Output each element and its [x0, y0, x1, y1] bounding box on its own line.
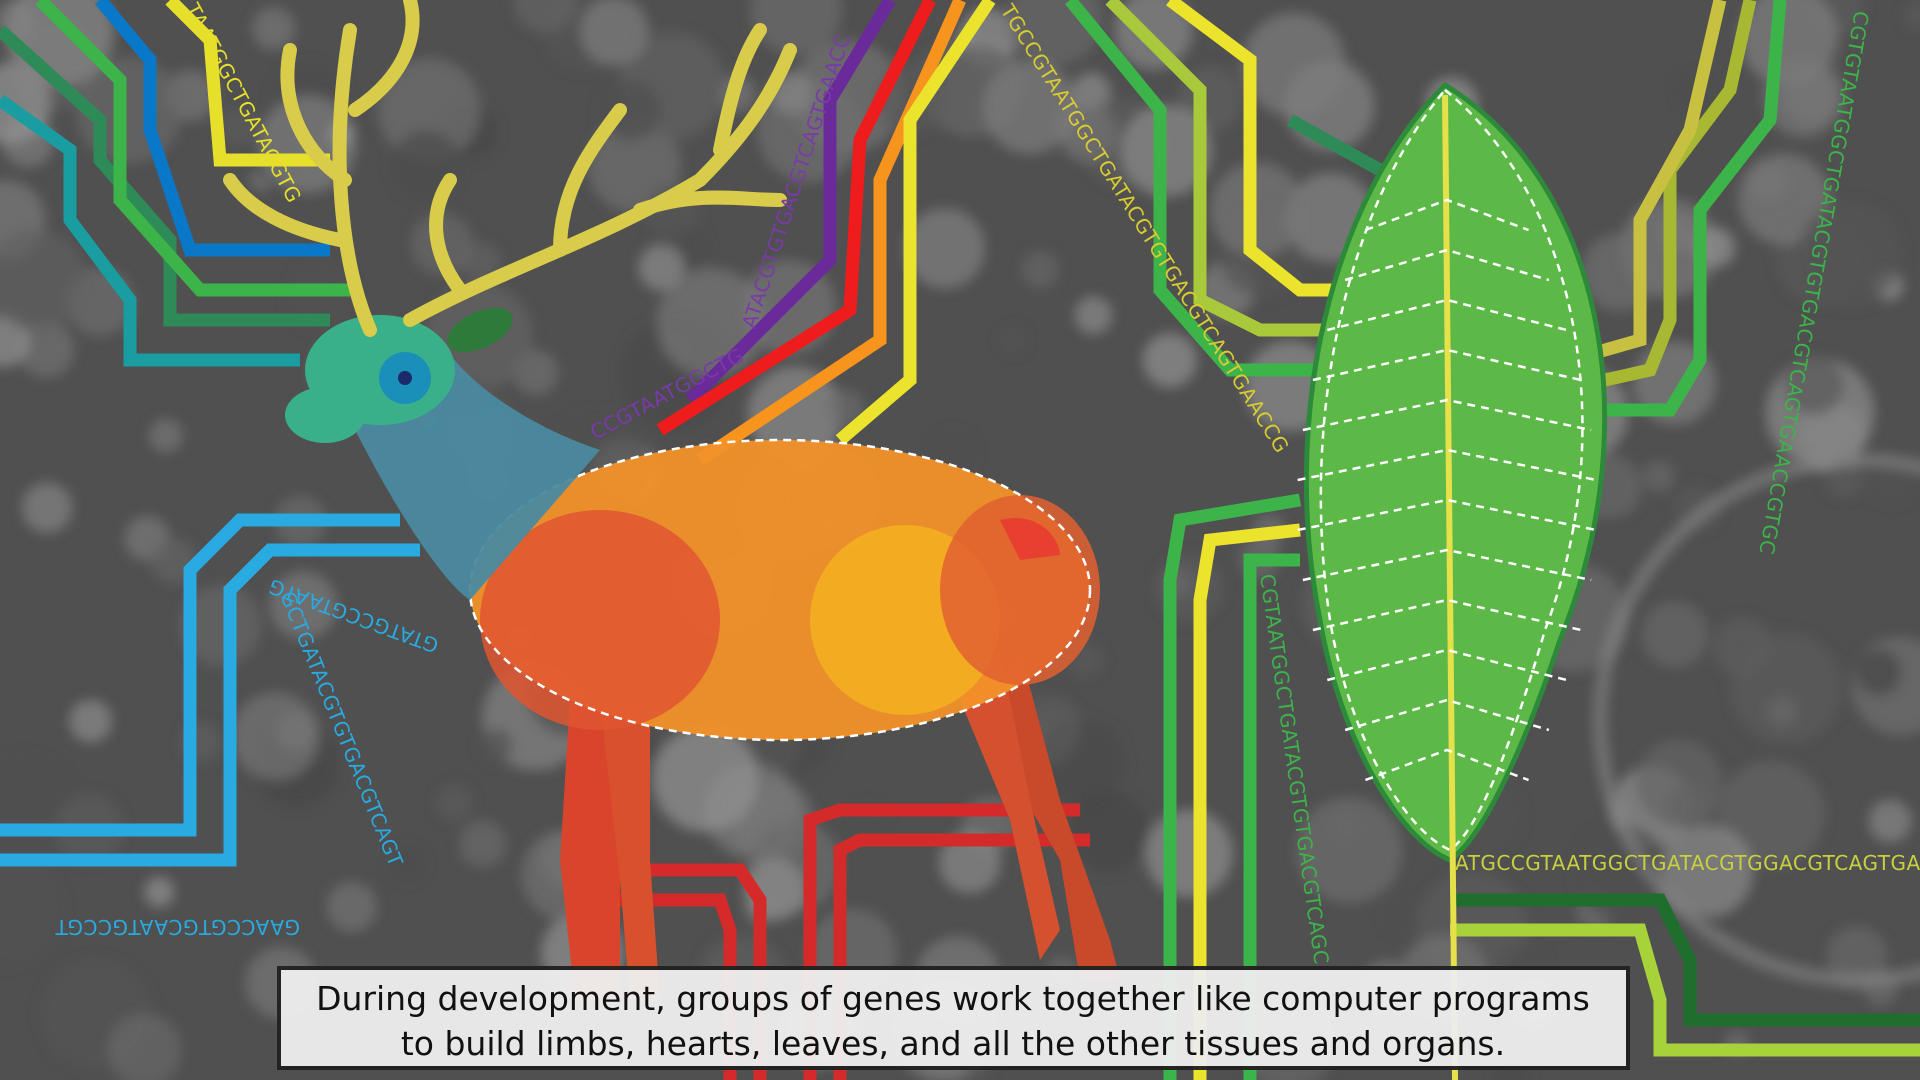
leaf-vein	[1302, 398, 1592, 432]
caption-box: During development, groups of genes work…	[277, 966, 1630, 1070]
cell	[478, 728, 514, 764]
cell	[179, 584, 262, 667]
dna-label: GAACCGTGCAATGCCGT	[55, 915, 300, 939]
cell	[1642, 460, 1675, 493]
cell	[148, 418, 183, 453]
deer	[223, 0, 1120, 1000]
cell	[1641, 601, 1708, 668]
cell	[144, 876, 175, 908]
cell	[827, 389, 866, 428]
cell	[1766, 696, 1798, 727]
caption-line: During development, groups of genes work…	[316, 979, 1590, 1018]
cell	[1068, 791, 1150, 873]
cell	[1904, 2, 1920, 29]
leaf-vein	[1312, 348, 1582, 382]
cell	[1242, 12, 1346, 117]
cell	[938, 831, 1001, 894]
cell	[1783, 354, 1845, 416]
cell	[1730, 632, 1842, 744]
cell	[326, 881, 377, 933]
cell	[217, 106, 258, 148]
cell	[747, 366, 843, 462]
cell	[1660, 824, 1754, 918]
dna-label: ATGCCGTAATGGCTGATACGTGGACGTCAGTGAA	[1455, 851, 1920, 875]
cell	[1855, 649, 1902, 696]
cell	[69, 699, 112, 743]
cell	[231, 692, 320, 780]
cell	[459, 820, 507, 868]
cell	[252, 6, 296, 51]
cell	[904, 208, 986, 289]
leaf-vein	[1297, 498, 1597, 532]
cell	[982, 59, 1077, 155]
cell	[750, 0, 843, 56]
cell	[389, 845, 426, 882]
leaf-vein	[1365, 748, 1529, 782]
cell	[1762, 56, 1844, 137]
leaf	[1297, 81, 1608, 1080]
cell	[436, 784, 473, 821]
leaf-vein	[1344, 248, 1550, 282]
cell	[1296, 797, 1403, 904]
cell	[377, 58, 481, 161]
cell	[1738, 153, 1831, 246]
cell	[1072, 72, 1111, 112]
leaf-vein	[1302, 548, 1592, 582]
antlers	[223, 0, 797, 337]
cell	[1717, 760, 1825, 868]
cell	[1120, 105, 1213, 197]
caption-line: to build limbs, hearts, leaves, and all …	[401, 1024, 1505, 1063]
cell	[21, 482, 73, 533]
cell	[1142, 333, 1197, 388]
leaf-vein	[1344, 698, 1550, 732]
cell	[1868, 799, 1912, 843]
cell	[1074, 296, 1113, 335]
cell	[638, 244, 685, 291]
cell	[1209, 162, 1305, 258]
cell	[1021, 251, 1059, 289]
cell	[1145, 809, 1233, 898]
cell	[18, 321, 75, 378]
cell	[1385, 905, 1412, 933]
cell	[1826, 926, 1888, 988]
cell	[0, 229, 86, 331]
cell	[512, 0, 578, 33]
leaf-vein	[1312, 598, 1582, 632]
cell	[107, 1013, 182, 1080]
cell	[1000, 327, 1027, 354]
cell-outline	[1593, 453, 1920, 987]
cell	[1796, 201, 1903, 307]
cell	[1329, 811, 1362, 843]
cell	[652, 726, 758, 832]
cell	[0, 852, 63, 966]
cell	[269, 571, 338, 640]
cell	[1796, 401, 1867, 471]
cell	[579, 0, 649, 66]
leaf-vein	[1297, 448, 1597, 482]
leaf-vein	[1365, 198, 1529, 232]
cell	[1666, 782, 1714, 831]
